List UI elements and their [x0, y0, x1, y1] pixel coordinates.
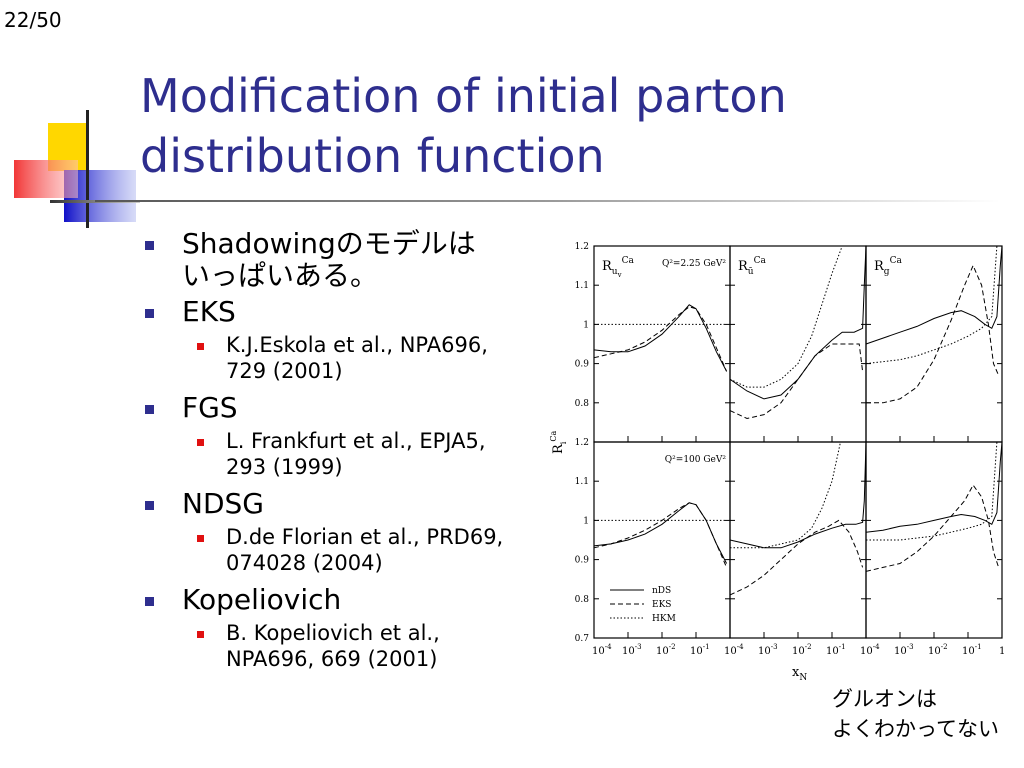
deco-red-block — [14, 160, 78, 198]
bullet-text: NDSG — [182, 487, 264, 520]
legend-label-hkm: HKM — [652, 614, 676, 624]
title-line-1: Modification of initial parton — [140, 69, 787, 123]
series-line-hkm — [866, 441, 998, 541]
sub-bullet-kopeliovich-ref: B. Kopeliovich et al., NPA696, 669 (2001… — [145, 620, 540, 672]
x-tick-label: 10-4 — [860, 643, 880, 657]
x-tick-label: 10-2 — [656, 643, 676, 657]
bullet-ndsg: NDSG — [145, 488, 540, 520]
bullet-marker — [145, 597, 154, 606]
bullet-text: Kopeliovich — [182, 583, 342, 616]
ref-line-2: 293 (1999) — [226, 455, 343, 479]
x-axis-label: xN — [792, 665, 807, 683]
sub-bullet-marker — [197, 631, 204, 638]
bullet-list: Shadowingのモデルは いっぱいある。 EKS K.J.Eskola et… — [145, 228, 540, 680]
y-tick-label: 1.1 — [575, 477, 589, 487]
bullet-text: Shadowingのモデルは — [182, 228, 476, 260]
x-tick-label: 10-4 — [724, 643, 744, 657]
ref-line-1: K.J.Eskola et al., NPA696, — [226, 333, 488, 357]
y-tick-label: 0.7 — [575, 634, 590, 644]
sub-bullet-marker — [197, 343, 204, 350]
q2-label-bottom: Q²=100 GeV² — [665, 455, 727, 465]
bullet-marker — [145, 309, 154, 318]
y-tick-label: 1.2 — [575, 438, 589, 448]
x-tick-label: 10-4 — [592, 643, 612, 657]
slide-number: 22/50 — [4, 8, 62, 32]
series-line-nds — [729, 245, 867, 400]
caption-line-2: よくわかってない — [832, 717, 999, 741]
bullet-shadowing: Shadowingのモデルは いっぱいある。 — [145, 228, 540, 292]
ref-line-1: L. Frankfurt et al., EPJA5, — [226, 429, 486, 453]
series-line-hkm — [865, 245, 998, 365]
q2-label-top: Q²=2.25 GeV² — [662, 259, 726, 269]
x-tick-label-last: 1 — [999, 646, 1004, 657]
x-tick-label: 10-2 — [792, 643, 812, 657]
panel-label-2: RūCa — [738, 256, 766, 277]
series-line-nds — [593, 502, 728, 564]
series-line-nds — [865, 441, 1003, 533]
y-tick-label: 0.8 — [575, 595, 590, 605]
series-line-eks — [866, 264, 1000, 404]
bullet-text-cont: いっぱいある。 — [182, 259, 379, 292]
y-tick-label: 1 — [583, 320, 589, 330]
panel-frame — [729, 441, 867, 639]
panel-label-3: RgCa — [874, 256, 902, 277]
bullet-marker — [145, 405, 154, 414]
series-line-nds — [729, 441, 867, 549]
title-underline — [95, 200, 1000, 202]
x-tick-label: 10-1 — [826, 643, 846, 657]
y-tick-label: 0.9 — [575, 556, 590, 566]
gluon-caption: グルオンは よくわかってない — [832, 684, 999, 744]
series-line-eks — [593, 502, 728, 568]
bullet-fgs: FGS — [145, 392, 540, 424]
series-line-hkm — [729, 245, 843, 388]
deco-vertical-line — [86, 110, 89, 228]
series-line-eks — [729, 519, 864, 596]
y-axis-label: RiCa — [549, 431, 568, 454]
bullet-marker — [145, 501, 154, 510]
panel-frame — [865, 441, 1003, 639]
y-tick-label: 1.1 — [575, 281, 589, 291]
bullet-text: EKS — [182, 295, 236, 328]
title-line-2: distribution function — [140, 129, 605, 183]
caption-line-1: グルオンは — [832, 687, 937, 711]
series-line-eks — [865, 484, 1000, 572]
sub-bullet-fgs-ref: L. Frankfurt et al., EPJA5, 293 (1999) — [145, 428, 540, 480]
series-line-eks — [729, 343, 864, 420]
series-line-hkm — [730, 441, 841, 549]
bullet-text: FGS — [182, 391, 238, 424]
slide-title: Modification of initial parton distribut… — [140, 66, 1000, 186]
legend-label-nds: nDS — [652, 586, 671, 596]
x-tick-label: 10-1 — [690, 643, 710, 657]
x-tick-label: 10-3 — [622, 643, 642, 657]
y-tick-label: 0.8 — [575, 399, 590, 409]
x-tick-label: 10-1 — [962, 643, 982, 657]
ref-line-2: 074028 (2004) — [226, 551, 383, 575]
legend-label-eks: EKS — [652, 600, 671, 610]
y-tick-label: 0.9 — [575, 360, 590, 370]
y-tick-label: 1 — [583, 516, 589, 526]
series-line-nds — [593, 304, 728, 372]
ref-line-1: D.de Florian et al., PRD69, — [226, 525, 504, 549]
x-tick-label: 10-2 — [928, 643, 948, 657]
series-line-nds — [865, 245, 1003, 345]
decorative-blocks — [14, 110, 140, 228]
bullet-marker — [145, 241, 154, 250]
panel-label-1: RuvCa — [602, 256, 634, 279]
y-tick-label: 1.2 — [575, 242, 589, 252]
ratio-plot-figure: 1.2 1.1 1 0.9 0.8 1.2 1.1 1 0.9 0.8 0.7 RuvCa RūCa Rg… — [549, 242, 1004, 683]
ref-line-2: NPA696, 669 (2001) — [226, 647, 438, 671]
sub-bullet-marker — [197, 439, 204, 446]
bullet-kopeliovich: Kopeliovich — [145, 584, 540, 616]
sub-bullet-ndsg-ref: D.de Florian et al., PRD69, 074028 (2004… — [145, 524, 540, 576]
x-tick-label: 10-3 — [758, 643, 778, 657]
sub-bullet-marker — [197, 535, 204, 542]
ref-line-2: 729 (2001) — [226, 359, 343, 383]
ref-line-1: B. Kopeliovich et al., — [226, 621, 440, 645]
series-line-eks — [593, 306, 728, 372]
x-tick-label: 10-3 — [894, 643, 914, 657]
sub-bullet-eks-ref: K.J.Eskola et al., NPA696, 729 (2001) — [145, 332, 540, 384]
bullet-eks: EKS — [145, 296, 540, 328]
